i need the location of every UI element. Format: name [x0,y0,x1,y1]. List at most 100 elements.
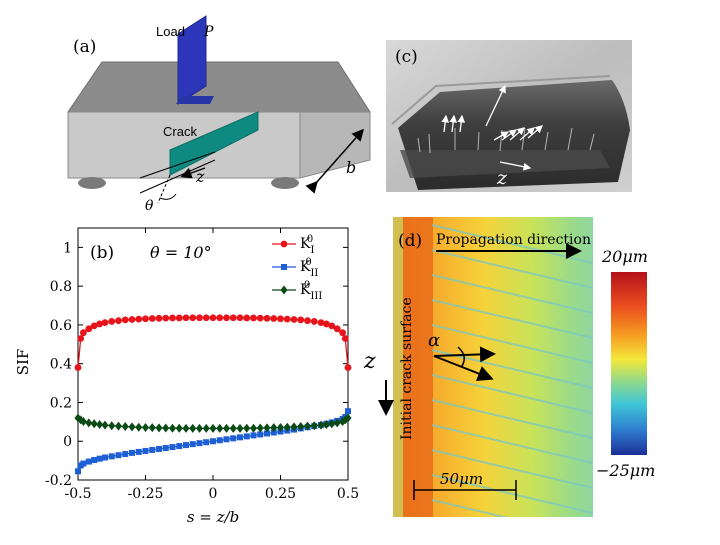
data-point-i [229,314,237,322]
x-tick-label: 0.25 [265,486,296,502]
data-point-i [196,314,203,322]
legend-marker [280,240,288,248]
data-point-ii [210,438,216,445]
load-plate [177,15,207,105]
river-marking [431,324,593,364]
chart-series [74,314,352,475]
data-point-i [328,322,336,330]
river-marking [431,299,593,339]
z-label-a: z [195,167,205,186]
data-point-iii [128,422,136,432]
data-point-i [341,335,349,342]
data-point-iii [322,420,330,430]
crack-axis-line [139,159,216,194]
panel-b-chart: -0.5 -0.25 0 0.25 0.5-0.200.20.40.60.81 (b) … [14,227,359,526]
colorbar-min-label: −25μm [596,461,655,480]
data-point-i [162,314,170,322]
data-point-ii [80,460,87,467]
data-point-iii [317,420,325,430]
data-point-i [90,322,98,330]
data-point-i [115,317,122,325]
support-right [271,177,299,189]
data-point-ii [135,448,142,455]
data-point-i [223,314,230,322]
data-point-ii [149,446,156,453]
data-point-i [189,314,197,322]
river-marking [431,474,593,514]
data-point-iii [169,423,176,433]
data-point-iii [90,419,98,429]
river-marking [431,374,593,414]
crack-axis-line-2 [139,151,216,179]
data-point-ii [196,440,203,447]
legend-marker [280,285,288,295]
b-dimension-arrow [305,128,364,194]
y-tick-label: 0.8 [50,279,72,295]
data-point-iii [290,422,298,432]
data-point-iii [108,421,116,431]
data-point-ii [75,468,81,475]
propagation-label: Propagation direction [436,232,591,248]
data-point-i [256,314,264,322]
x-tick-label: 0.5 [337,486,359,502]
data-point-i [74,364,82,371]
data-point-iii [277,422,284,432]
alpha-arrow-angled [433,355,494,382]
data-point-i [135,315,143,323]
data-point-i [121,316,129,324]
field-streaks [431,224,593,517]
data-point-ii [169,444,176,451]
z-arrow [180,167,206,179]
colorbar-max-label: 20μm [601,247,648,266]
data-point-iii [216,423,224,433]
crack-label: Crack [163,124,197,139]
data-point-iii [223,423,230,433]
data-point-iii [85,418,93,428]
data-point-ii [96,455,103,462]
data-point-ii [122,451,129,458]
y-tick-label: -0.2 [45,473,72,489]
data-point-iii [250,423,257,433]
data-point-i [155,314,163,322]
data-point-i [101,319,109,326]
river-marking [431,349,593,389]
data-point-iii [135,422,143,432]
data-point-ii [108,453,115,460]
data-point-i [216,314,224,322]
data-point-i [96,320,103,328]
data-point-i [85,325,93,333]
beam-side-face [299,111,371,179]
data-point-i [182,314,190,322]
data-point-i [297,316,305,324]
x-tick-label: -0.5 [65,486,92,502]
data-point-ii [142,447,149,454]
panel-a: (a) Load P Crack z θ b [67,15,371,214]
data-point-iii [283,422,291,432]
data-point-iii [344,413,352,423]
y-tick-label: 0 [63,434,72,450]
chart-panel-label: (b) [90,243,114,263]
data-point-ii [257,431,264,438]
data-point-ii [270,429,277,436]
data-point-iii [310,421,318,431]
data-point-ii [85,458,92,465]
data-point-ii [250,432,257,439]
data-point-iii [270,423,278,433]
river-marking [431,424,593,464]
data-point-ii [176,443,183,450]
data-point-iii [333,418,341,428]
river-marking [431,399,593,439]
data-point-ii [183,442,189,449]
panel-a-label: (a) [73,37,96,57]
data-point-i [250,314,257,322]
data-point-i [77,335,85,342]
data-point-iii [328,419,336,429]
panel-d-field: (d) Propagation direction Initial crack … [363,217,655,517]
b-label: b [346,158,356,177]
z-label-d: z [363,349,376,374]
data-point-i [263,314,271,322]
theta-arc [159,193,177,200]
data-point-i [128,316,136,323]
data-point-iii [101,420,109,430]
data-point-i [304,317,311,325]
